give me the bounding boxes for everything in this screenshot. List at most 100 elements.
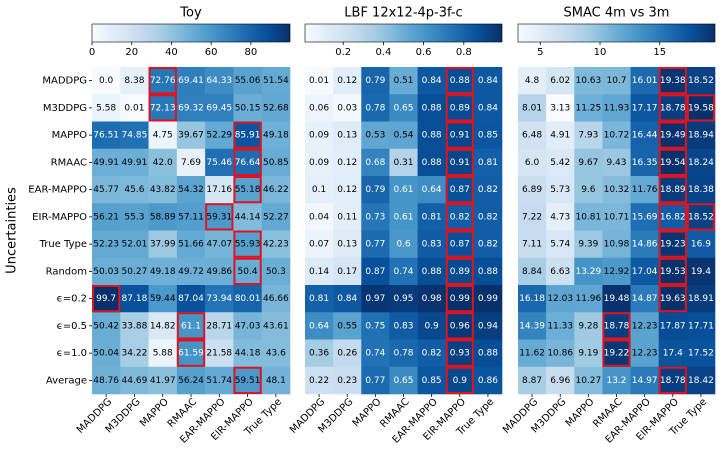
cell-label: 0.07: [309, 240, 329, 250]
cell-label: 0.78: [393, 349, 413, 359]
heatmap-cell: [658, 67, 688, 95]
heatmap-cell: [333, 148, 362, 177]
y-tick-label: ϵ=0.5: [57, 321, 87, 332]
cell-label: 11.62: [519, 349, 545, 359]
cell-label: 72.13: [150, 103, 176, 113]
heatmap-cell: [233, 339, 263, 368]
cell-label: 11.96: [575, 294, 601, 304]
heatmap-cell: [389, 203, 418, 231]
cell-label: 50.15: [235, 103, 261, 113]
cell-label: 5.42: [550, 158, 570, 168]
heatmap-cell: [261, 312, 291, 340]
heatmap-cell: [205, 230, 234, 259]
cell-label: 0.82: [478, 185, 498, 195]
heatmap-cell: [205, 94, 234, 122]
highlight-box: [602, 339, 631, 367]
cell-label: 0.84: [478, 76, 498, 86]
cell-label: 11.76: [632, 185, 658, 195]
heatmap-cell: [261, 339, 291, 368]
cell-label: 76.64: [235, 158, 261, 168]
cell-label: 87.18: [122, 294, 148, 304]
heatmap-cell: [261, 230, 291, 259]
heatmap-cell: [546, 257, 575, 286]
cell-label: 6.96: [550, 376, 570, 386]
cell-label: 0.79: [365, 76, 385, 86]
colorbar: [517, 23, 716, 43]
highlight-box: [658, 366, 687, 394]
heatmap-cell: [445, 230, 475, 259]
cell-label: 0.79: [365, 185, 385, 195]
heatmap-cell: [261, 203, 291, 231]
cell-label: 8.38: [124, 76, 144, 86]
cell-label: 61.59: [178, 349, 204, 359]
heatmap-cell: [602, 148, 631, 177]
cell-label: 99.7: [96, 294, 116, 304]
heatmap-cell: [389, 67, 418, 95]
cell-label: 0.82: [450, 212, 470, 222]
heatmap-cell: [361, 312, 390, 340]
heatmap-cell: [445, 257, 475, 286]
cell-label: 18.89: [660, 185, 686, 195]
heatmap-cell: [261, 366, 291, 395]
cell-label: 17.4: [663, 349, 683, 359]
y-tick-label: ϵ=0.2: [57, 294, 87, 305]
cell-label: 9.28: [578, 321, 598, 331]
heatmap-cell: [518, 176, 547, 204]
cell-label: 43.6: [266, 349, 286, 359]
highlight-box: [176, 339, 206, 367]
highlight-box: [148, 94, 177, 122]
heatmap-cell: [602, 285, 631, 313]
highlight-box: [602, 312, 631, 340]
colorbar-tick-label: 5: [537, 47, 543, 58]
heatmap-cell: [630, 312, 660, 340]
heatmap-cell: [417, 339, 447, 368]
heatmap-cell: [686, 67, 716, 95]
heatmap-cell: [518, 67, 547, 95]
heatmap-cell: [473, 94, 503, 122]
cell-label: 0.84: [478, 103, 498, 113]
cell-label: 19.63: [660, 294, 686, 304]
cell-label: 48.1: [266, 376, 286, 386]
heatmap-cell: [92, 230, 121, 259]
cell-label: 87.04: [178, 294, 204, 304]
heatmap-cell: [417, 285, 447, 313]
cell-label: 0.73: [365, 212, 385, 222]
cell-label: 0.84: [337, 294, 357, 304]
cell-label: 50.03: [93, 267, 119, 277]
heatmap-cell: [546, 203, 575, 231]
cell-label: 52.68: [263, 103, 289, 113]
heatmap-cell: [205, 148, 234, 177]
heatmap-cell: [473, 203, 503, 231]
heatmap-cell: [361, 67, 390, 95]
cell-label: 7.22: [522, 212, 542, 222]
heatmap-cell: [602, 366, 631, 395]
cell-label: 0.83: [422, 240, 442, 250]
heatmap-cell: [473, 67, 503, 95]
highlight-box: [445, 257, 474, 285]
cell-label: 0.88: [422, 103, 442, 113]
heatmap-cell: [546, 94, 575, 122]
cell-label: 28.71: [206, 321, 232, 331]
cell-label: 0.84: [422, 76, 442, 86]
heatmap-cell: [417, 67, 447, 95]
heatmap-cell: [92, 176, 121, 204]
heatmap-cell: [473, 257, 503, 286]
heatmap-cell: [546, 148, 575, 177]
heatmap-cell: [546, 312, 575, 340]
cell-label: 0.85: [422, 376, 442, 386]
cell-label: 16.01: [632, 76, 658, 86]
cell-label: 11.33: [547, 321, 573, 331]
cell-label: 0.99: [450, 294, 470, 304]
highlight-box: [205, 203, 234, 231]
heatmap-cell: [658, 121, 688, 150]
heatmap-cell: [602, 230, 631, 259]
heatmap-cell: [361, 203, 390, 231]
heatmap-cell: [148, 366, 178, 395]
heatmap-cell: [473, 176, 503, 204]
highlight-box: [686, 94, 715, 122]
colorbar-tick-label: 0.8: [456, 47, 472, 58]
cell-label: 69.45: [206, 103, 232, 113]
heatmap-cell: [417, 257, 447, 286]
cell-label: 0.64: [422, 185, 442, 195]
cell-label: 0.96: [450, 321, 470, 331]
